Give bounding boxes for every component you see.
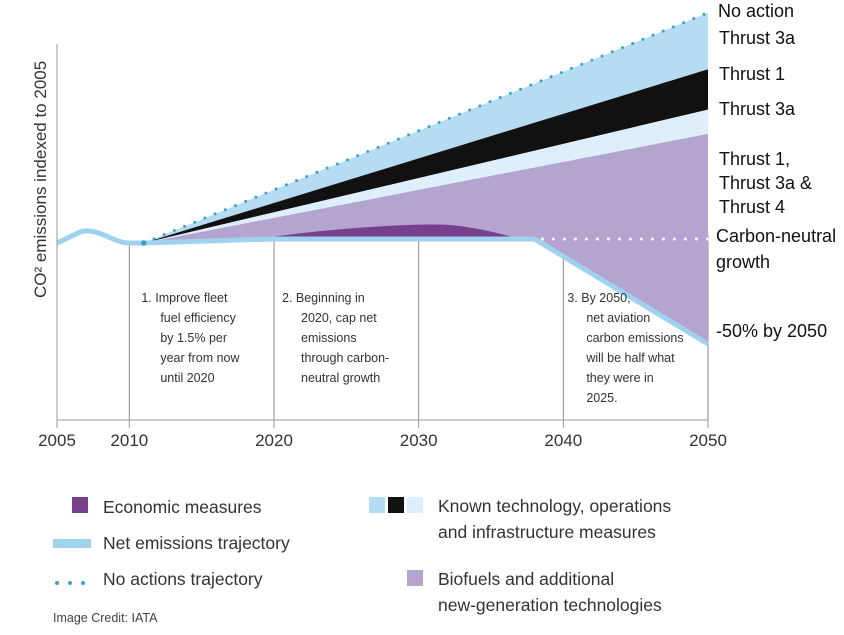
legend-known-swatch-black	[388, 497, 404, 513]
x-tick-label: 2005	[38, 431, 76, 450]
annotation-line: until 2020	[160, 371, 214, 385]
x-tick-label: 2050	[689, 431, 727, 450]
legend-net-swatch	[53, 539, 91, 548]
label-combined-thrusts: Thrust 1,	[719, 149, 790, 169]
legend-bio-swatch	[407, 570, 423, 586]
label-thrust-3a-top: Thrust 3a	[719, 28, 796, 48]
legend-bio-label: Biofuels and additional new-generation t…	[438, 566, 662, 618]
x-tick-label: 2040	[544, 431, 582, 450]
annotation-line: 3. By 2050,	[567, 291, 630, 305]
y-axis-label: CO² emissions indexed to 2005	[31, 61, 50, 298]
legend-noaction-swatch	[54, 574, 94, 585]
x-tick-label: 2020	[255, 431, 293, 450]
legend-known-swatch-pale	[407, 497, 423, 513]
annotation-line: will be half what	[585, 351, 675, 365]
label-carbon-neutral: growth	[716, 252, 770, 272]
legend-bio-line2: new-generation technologies	[438, 595, 662, 615]
label-minus-50: -50% by 2050	[716, 321, 827, 341]
annotation-line: by 1.5% per	[160, 331, 227, 345]
annotation-line: through carbon-	[301, 351, 389, 365]
net-emissions-line	[56, 228, 710, 347]
legend-noaction-label: No actions trajectory	[103, 569, 263, 589]
annotation-3: 3. By 2050, net aviation carbon emissions w…	[567, 291, 683, 405]
label-thrust-3a-lower: Thrust 3a	[719, 99, 796, 119]
legend-known-swatch-blue	[369, 497, 385, 513]
legend-known-line2: and infrastructure measures	[438, 522, 656, 542]
legend-known-line1: Known technology, operations	[438, 496, 672, 516]
label-combined-thrusts: Thrust 3a &	[719, 173, 812, 193]
annotation-line: fuel efficiency	[160, 311, 236, 325]
legend-economic-label: Economic measures	[103, 497, 262, 517]
label-combined-thrusts: Thrust 4	[719, 197, 785, 217]
annotation-line: 2020, cap net	[301, 311, 377, 325]
x-tick-label: 2010	[110, 431, 148, 450]
annotation-line: 2. Beginning in	[282, 291, 365, 305]
annotation-1: 1. Improve fleet fuel efficiency by 1.5% p…	[141, 291, 240, 385]
legend-net-label: Net emissions trajectory	[103, 533, 290, 553]
annotation-line: carbon emissions	[586, 331, 683, 345]
band-thrust-3a-lower	[143, 109, 709, 244]
label-thrust-1: Thrust 1	[719, 64, 785, 84]
dots-icon	[55, 581, 85, 585]
annotation-line: emissions	[301, 331, 357, 345]
annotation-2: 2. Beginning in 2020, cap net emissions thr…	[282, 291, 389, 385]
annotation-line: net aviation	[586, 311, 650, 325]
label-no-action: No action	[718, 1, 794, 21]
annotation-line: they were in	[586, 371, 653, 385]
legend-economic-swatch	[72, 497, 88, 513]
image-credit: Image Credit: IATA	[53, 611, 158, 625]
legend-bio-line1: Biofuels and additional	[438, 569, 615, 589]
band-thrust-3a-top	[143, 12, 709, 243]
start-dot	[141, 240, 147, 246]
annotation-line: 1. Improve fleet	[141, 291, 228, 305]
annotation-line: year from now	[160, 351, 240, 365]
band-thrust-1	[143, 69, 709, 243]
x-tick-label: 2030	[400, 431, 438, 450]
label-carbon-neutral: Carbon-neutral	[716, 226, 836, 246]
legend-known-label: Known technology, operations and infrast…	[438, 493, 671, 545]
annotation-line: neutral growth	[301, 371, 380, 385]
annotation-line: 2025.	[586, 391, 617, 405]
